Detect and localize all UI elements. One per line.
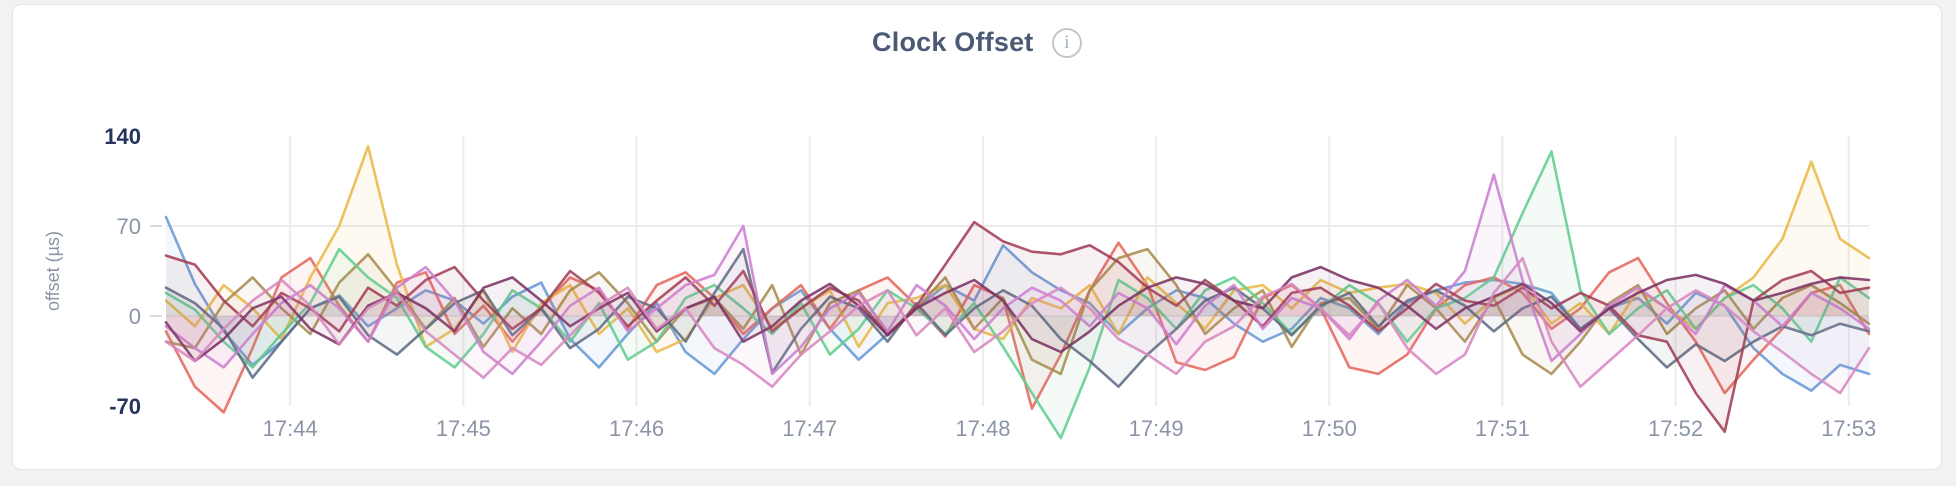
chart-header: Clock Offset i: [13, 27, 1941, 58]
series-area-series-7: [166, 222, 1869, 432]
x-tick-label: 17:51: [1475, 416, 1530, 441]
x-tick-label: 17:46: [609, 416, 664, 441]
x-tick-label: 17:48: [955, 416, 1010, 441]
x-tick-label: 17:52: [1648, 416, 1703, 441]
y-tick-label: 70: [117, 214, 141, 239]
y-tick-label: -70: [109, 394, 141, 419]
y-tick-label: 0: [129, 304, 141, 329]
x-tick-label: 17:45: [436, 416, 491, 441]
series-area-series-1: [166, 217, 1869, 391]
series-line-series-7[interactable]: [164, 220, 1871, 434]
series-area-series-6: [166, 249, 1869, 387]
series-line-series-10[interactable]: [164, 256, 1871, 395]
y-axis-label: offset (µs): [43, 231, 63, 311]
x-tick-label: 17:49: [1129, 416, 1184, 441]
clock-offset-line-chart[interactable]: 140 70 0 -70 offset (µs) 17:44 17:45 17:46 17:47…: [13, 5, 1943, 471]
info-icon[interactable]: i: [1051, 27, 1082, 58]
chart-card: Clock Offset i 140 70 0 -70 offset (µs) 17:44…: [12, 4, 1942, 470]
series-line-series-4[interactable]: [164, 247, 1871, 376]
x-tick-label: 17:53: [1821, 416, 1876, 441]
series-line-series-9[interactable]: [164, 265, 1871, 363]
series-area-series-4: [166, 249, 1869, 374]
series-area-series-10: [166, 258, 1869, 394]
series-line-series-8[interactable]: [164, 173, 1871, 376]
series-line-series-5[interactable]: [164, 150, 1871, 440]
chart-title: Clock Offset: [872, 27, 1034, 57]
x-tick-label: 17:44: [263, 416, 318, 441]
x-tick-label: 17:47: [782, 416, 837, 441]
series-line-series-2[interactable]: [164, 241, 1871, 414]
y-tick-label: 140: [104, 124, 141, 149]
x-tick-label: 17:50: [1302, 416, 1357, 441]
